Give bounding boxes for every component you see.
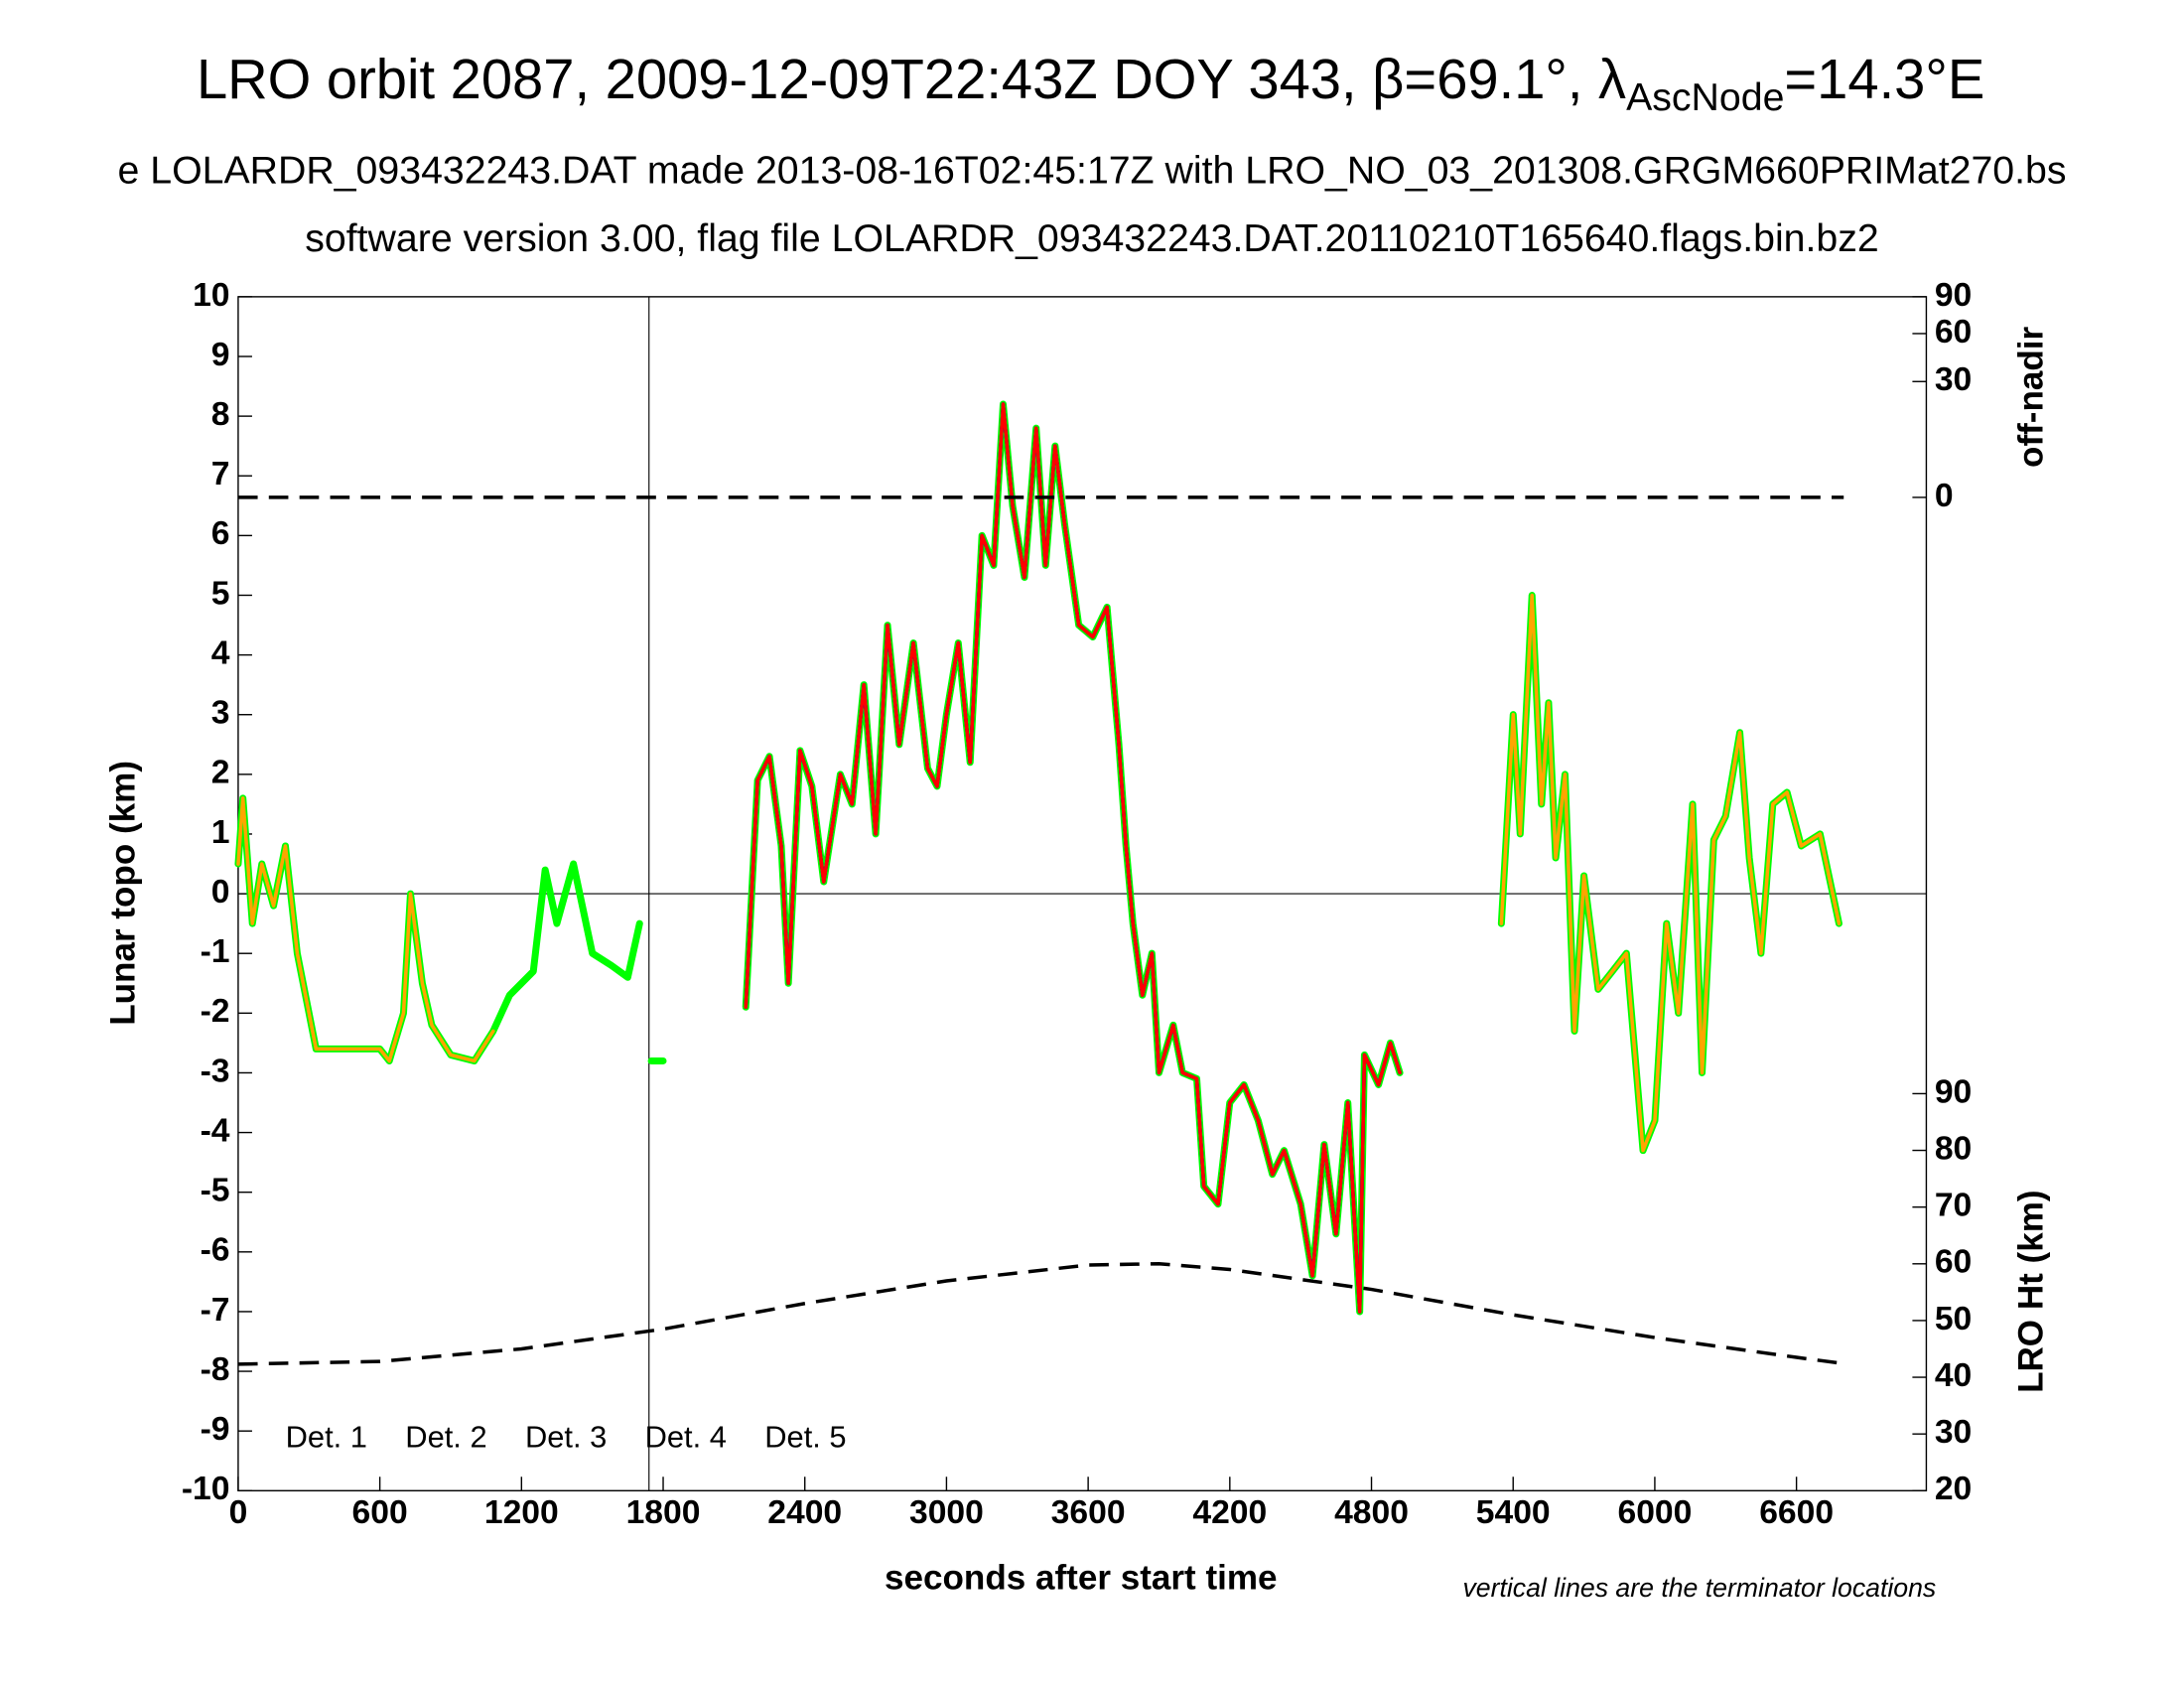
note: vertical lines are the terminator locati… xyxy=(1462,1573,1936,1603)
y-tick-label: 7 xyxy=(211,456,230,492)
x-tick-label: 6000 xyxy=(1617,1494,1692,1531)
y2-tick-label: 0 xyxy=(1935,478,1954,514)
y3-axis-label: LRO Ht (km) xyxy=(2012,1190,2051,1393)
y-tick-label: -2 xyxy=(201,993,230,1030)
x-tick-label: 0 xyxy=(229,1494,248,1531)
y-tick-label: 4 xyxy=(211,634,230,671)
y3-tick-label: 90 xyxy=(1935,1073,1972,1110)
x-tick-label: 600 xyxy=(352,1494,408,1531)
y-tick-label: -4 xyxy=(201,1112,230,1149)
x-tick-label: 6600 xyxy=(1759,1494,1834,1531)
y-tick-label: 9 xyxy=(211,337,230,373)
y-tick-label: -8 xyxy=(201,1351,230,1388)
y-tick-label: 10 xyxy=(193,277,229,314)
detector-trace xyxy=(236,593,1842,1153)
y-tick-label: -10 xyxy=(182,1471,230,1507)
y2-tick-label: 60 xyxy=(1935,314,1972,351)
title-end: =14.3°E xyxy=(1784,48,1984,110)
y-tick-label: 0 xyxy=(211,874,230,911)
title-subscript: AscNode xyxy=(1626,75,1784,119)
legend-entry: Det. 1 xyxy=(286,1420,367,1455)
y-tick-label: -5 xyxy=(201,1173,230,1209)
detector-trace xyxy=(234,400,1843,1316)
detector-trace xyxy=(744,402,1402,1314)
x-tick-label: 1200 xyxy=(484,1494,559,1531)
y3-tick-label: 80 xyxy=(1935,1130,1972,1167)
y3-tick-label: 70 xyxy=(1935,1188,1972,1224)
chart-title: LRO orbit 2087, 2009-12-09T22:43Z DOY 34… xyxy=(197,48,1984,119)
detector-trace xyxy=(744,402,1402,1314)
y2-tick-label: 30 xyxy=(1935,361,1972,398)
legend-entry: Det. 3 xyxy=(525,1420,607,1455)
legend-entry: Det. 5 xyxy=(764,1420,846,1455)
x-axis-label: seconds after start time xyxy=(885,1558,1278,1597)
x-tick-label: 1800 xyxy=(626,1494,701,1531)
subtitle: e LOLARDR_093432243.DAT made 2013-08-16T… xyxy=(117,148,2066,192)
x-tick-label: 2400 xyxy=(767,1494,842,1531)
y-tick-label: 3 xyxy=(211,695,230,732)
y3-tick-label: 40 xyxy=(1935,1357,1972,1394)
x-tick-label: 3000 xyxy=(909,1494,984,1531)
x-tick-label: 4800 xyxy=(1334,1494,1409,1531)
y-tick-label: 5 xyxy=(211,575,230,612)
y3-tick-label: 60 xyxy=(1935,1244,1972,1281)
subtitle: software version 3.00, flag file LOLARDR… xyxy=(305,216,1878,260)
y3-tick-label: 20 xyxy=(1935,1471,1972,1507)
y-tick-label: -7 xyxy=(201,1292,230,1329)
y-tick-label: -3 xyxy=(201,1053,230,1089)
title-main: LRO orbit 2087, 2009-12-09T22:43Z DOY 34… xyxy=(197,48,1626,110)
legend-entry: Det. 2 xyxy=(405,1420,486,1455)
y-tick-label: -6 xyxy=(201,1232,230,1269)
y-tick-label: -1 xyxy=(201,933,230,970)
y2-axis-label: off-nadir xyxy=(2012,326,2051,468)
detector-trace xyxy=(744,402,1402,1314)
x-tick-label: 4200 xyxy=(1192,1494,1267,1531)
x-tick-label: 3600 xyxy=(1051,1494,1126,1531)
y-tick-label: 8 xyxy=(211,396,230,433)
y3-tick-label: 30 xyxy=(1935,1414,1972,1451)
y2-tick-label: 90 xyxy=(1935,277,1972,314)
y-tick-label: 1 xyxy=(211,814,230,851)
y-tick-label: -9 xyxy=(201,1411,230,1448)
y-tick-label: 2 xyxy=(211,755,230,791)
reference-curve xyxy=(236,1261,1844,1366)
x-tick-label: 5400 xyxy=(1476,1494,1551,1531)
y3-tick-label: 50 xyxy=(1935,1301,1972,1337)
legend-entry: Det. 4 xyxy=(645,1420,727,1455)
y-tick-label: 6 xyxy=(211,515,230,552)
y-axis-label: Lunar topo (km) xyxy=(104,761,143,1026)
